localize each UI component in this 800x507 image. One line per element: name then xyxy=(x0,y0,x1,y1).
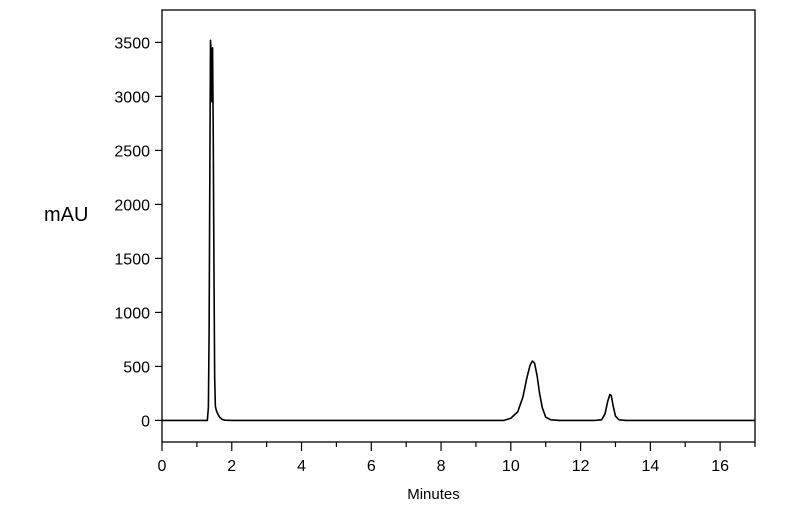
y-axis-title: mAU xyxy=(44,204,88,226)
x-tick-label: 2 xyxy=(227,458,236,475)
chromatogram-trace-line xyxy=(162,39,755,422)
x-tick-label: 10 xyxy=(502,458,520,475)
y-axis: 0 500 1000 1500 2000 2500 3000 3500 xyxy=(114,35,162,430)
y-tick-label: 0 xyxy=(141,413,150,430)
x-tick-label: 4 xyxy=(297,458,306,475)
plot-frame xyxy=(161,9,756,443)
y-tick-label: 3500 xyxy=(114,35,150,52)
x-tick-label: 8 xyxy=(437,458,446,475)
x-tick-label: 16 xyxy=(711,458,729,475)
x-tick-label: 6 xyxy=(367,458,376,475)
x-tick-label: 12 xyxy=(572,458,590,475)
y-tick-label: 2000 xyxy=(114,197,150,214)
x-tick-label: 0 xyxy=(158,458,167,475)
y-tick-label: 1000 xyxy=(114,305,150,322)
x-tick-label: 14 xyxy=(641,458,659,475)
y-tick-label: 1500 xyxy=(114,251,150,268)
y-tick-label: 2500 xyxy=(114,143,150,160)
y-tick-label: 500 xyxy=(123,359,150,376)
y-tick-label: 3000 xyxy=(114,89,150,106)
x-axis: 0 2 4 6 8 10 12 14 16 xyxy=(158,442,756,475)
x-axis-title: Minutes xyxy=(407,486,460,503)
